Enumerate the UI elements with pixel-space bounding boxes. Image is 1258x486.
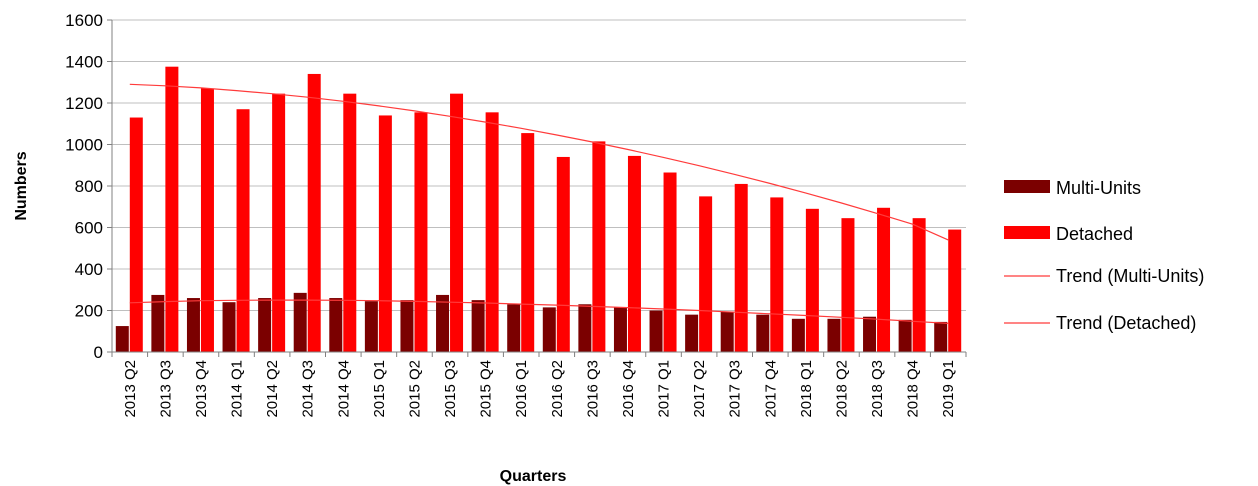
bar-multi-units: [934, 321, 948, 352]
bar-detached: [129, 117, 143, 353]
bar-detached: [699, 196, 713, 352]
bar-detached: [450, 93, 464, 352]
x-tick-label: 2014 Q3: [300, 360, 317, 418]
bar-detached: [272, 93, 286, 352]
bar-multi-units: [756, 314, 770, 352]
x-tick-label: 2015 Q3: [442, 360, 459, 418]
y-tick-label: 1400: [65, 53, 103, 72]
bar-multi-units: [471, 300, 485, 352]
bar-detached: [592, 141, 606, 352]
x-tick-label: 2017 Q1: [656, 360, 673, 418]
bar-detached: [165, 66, 179, 352]
x-tick-label: 2016 Q4: [620, 360, 637, 418]
x-tick-label: 2014 Q2: [264, 360, 281, 418]
x-tick-label: 2013 Q4: [193, 360, 210, 418]
bar-detached: [663, 172, 677, 352]
bar-multi-units: [791, 318, 805, 352]
bar-detached: [236, 109, 250, 352]
bar-detached: [912, 218, 926, 352]
y-axis-label: Numbers: [13, 151, 30, 220]
y-tick-label: 1000: [65, 136, 103, 155]
x-tick-label: 2017 Q4: [762, 360, 779, 418]
x-tick-label: 2013 Q3: [157, 360, 174, 418]
legend-label: Multi-Units: [1056, 178, 1141, 198]
x-tick-label: 2017 Q2: [691, 360, 708, 418]
y-tick-label: 1200: [65, 94, 103, 113]
bar-multi-units: [507, 304, 521, 352]
x-tick-label: 2018 Q1: [798, 360, 815, 418]
bar-multi-units: [827, 318, 841, 352]
bar-detached: [770, 197, 784, 352]
bar-detached: [485, 112, 499, 353]
y-tick-label: 600: [75, 219, 103, 238]
legend: Multi-Units Detached Trend (Multi-Units) Tr…: [1004, 178, 1204, 333]
legend-label: Detached: [1056, 224, 1133, 244]
x-tick-label: 2017 Q3: [727, 360, 744, 418]
x-axis-ticks: 2013 Q2 2013 Q3 2013 Q4 2014 Q1 2014 Q2 2014 …: [111, 352, 967, 418]
bar-multi-units: [222, 302, 236, 352]
x-axis-label: Quarters: [500, 468, 567, 485]
bar-multi-units: [720, 311, 734, 352]
x-tick-label: 2015 Q2: [407, 360, 424, 418]
x-tick-label: 2019 Q1: [940, 360, 957, 418]
x-tick-label: 2015 Q4: [478, 360, 495, 418]
y-tick-label: 800: [75, 177, 103, 196]
bar-multi-units: [863, 316, 877, 352]
x-tick-label: 2014 Q4: [335, 360, 352, 418]
bar-multi-units: [293, 292, 307, 352]
bar-multi-units: [542, 307, 556, 352]
y-tick-label: 1600: [65, 11, 103, 30]
bar-detached: [841, 218, 855, 352]
bar-multi-units: [258, 298, 272, 352]
bar-multi-units: [436, 294, 450, 352]
bar-multi-units: [151, 294, 165, 352]
trendline-trend-multi-units: [129, 299, 949, 324]
x-tick-label: 2016 Q2: [549, 360, 566, 418]
bar-multi-units: [186, 298, 200, 352]
bar-multi-units: [364, 301, 378, 352]
bar-detached: [307, 73, 321, 352]
x-tick-label: 2018 Q2: [834, 360, 851, 418]
legend-label: Trend (Detached): [1056, 313, 1196, 333]
x-tick-label: 2015 Q1: [371, 360, 388, 418]
legend-swatch: [1004, 226, 1050, 239]
bar-detached: [414, 112, 428, 353]
bar-multi-units: [613, 307, 627, 352]
trendlines: [129, 83, 949, 324]
bar-detached: [877, 207, 891, 352]
x-tick-label: 2013 Q2: [122, 360, 139, 418]
bar-multi-units: [649, 310, 663, 352]
legend-swatch: [1004, 180, 1050, 193]
bar-detached: [200, 88, 214, 352]
y-axis-ticks: 0 200 400 600 800 1000 1200 1400 1600: [65, 11, 112, 362]
bar-detached: [556, 156, 570, 352]
x-tick-label: 2016 Q1: [513, 360, 530, 418]
bars: [115, 66, 962, 353]
x-tick-label: 2018 Q3: [869, 360, 886, 418]
y-tick-label: 400: [75, 260, 103, 279]
bar-detached: [948, 229, 962, 352]
bar-multi-units: [400, 300, 414, 352]
bar-detached: [805, 208, 819, 352]
bar-detached: [343, 93, 357, 352]
y-tick-label: 200: [75, 302, 103, 321]
bar-multi-units: [578, 304, 592, 352]
x-tick-label: 2016 Q3: [584, 360, 601, 418]
legend-label: Trend (Multi-Units): [1056, 266, 1204, 286]
bar-detached: [378, 115, 392, 352]
gridlines: [112, 19, 966, 311]
y-tick-label: 0: [94, 343, 103, 362]
x-tick-label: 2014 Q1: [229, 360, 246, 418]
bar-multi-units: [115, 326, 129, 352]
bar-detached: [521, 133, 535, 352]
trendline-trend-detached: [129, 83, 949, 241]
bar-multi-units: [685, 314, 699, 352]
bar-detached: [734, 183, 748, 352]
bar-multi-units: [329, 298, 343, 352]
bar-detached: [627, 155, 641, 352]
x-tick-label: 2018 Q4: [905, 360, 922, 418]
bar-multi-units: [898, 319, 912, 352]
